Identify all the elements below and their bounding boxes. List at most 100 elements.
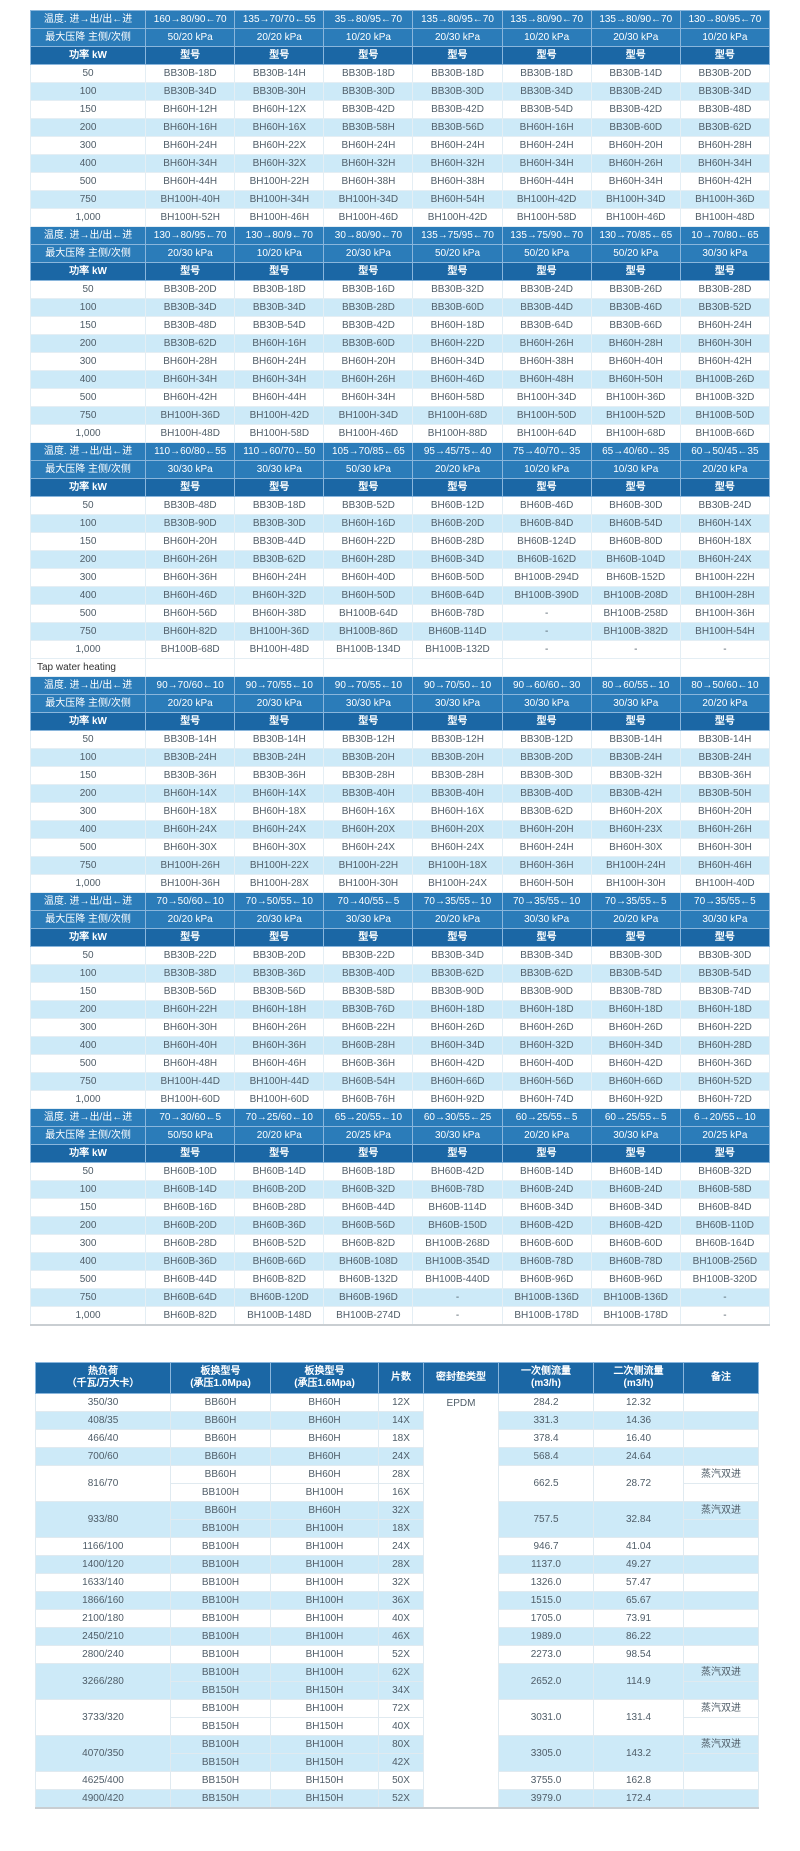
plate-count-cell: 52X	[378, 1789, 424, 1809]
model-cell: BH60H-28D	[323, 550, 414, 569]
heat-load-cell: 933/80	[35, 1501, 171, 1538]
model-cell: BH60H-58D	[412, 388, 503, 407]
power-value-cell: 200	[29, 1000, 147, 1019]
model-1-6mpa-cell: BH100H	[270, 1573, 379, 1592]
model-cell: BH60H-36H	[501, 856, 592, 875]
model-header-cell: 型号	[145, 712, 236, 731]
plate-count-cell: 18X	[378, 1429, 424, 1448]
model-data-row: 300 BH60H-30H BH60H-26H BH60B-22H BH60H-26D B…	[29, 1018, 771, 1037]
temp-spec-cell: 70→35/55←10	[501, 892, 592, 911]
power-value-cell: 200	[29, 1216, 147, 1235]
model-cell: BB30B-48D	[145, 316, 236, 335]
model-1-0mpa-cell: BB100H	[170, 1627, 271, 1646]
model-cell: BH60H-18H	[234, 1000, 325, 1019]
model-data-row: 1,000 BH100H-48D BH100H-58D BH100H-46D BH100…	[29, 424, 771, 443]
model-1-6mpa-cell: BH150H	[270, 1753, 379, 1772]
model-cell: -	[679, 640, 771, 659]
model-cell: BH100B-86D	[323, 622, 414, 641]
model-cell: BH60B-36D	[145, 1252, 236, 1271]
model-cell: BH60B-20D	[412, 514, 503, 533]
primary-flow-cell: 1705.0	[498, 1609, 594, 1628]
model-cell: BH60H-20X	[590, 802, 681, 821]
primary-flow-cell: 946.7	[498, 1537, 594, 1556]
model-cell: BH60H-30X	[234, 838, 325, 857]
pressure-spec-row: 最大压降 主侧/次侧 50/20 kPa 20/20 kPa 10/20 kPa 20/…	[29, 28, 771, 47]
model-header-cell: 型号	[679, 928, 771, 947]
model-cell: BH60H-34D	[590, 1036, 681, 1055]
model-cell: BH60H-42D	[412, 1054, 503, 1073]
secondary-flow-cell: 73.91	[593, 1609, 684, 1628]
model-cell: BH60H-46D	[145, 586, 236, 605]
model-cell: BB30B-18D	[234, 280, 325, 299]
model-data-row: 100 BB30B-90D BB30B-30D BH60H-16D BH60B-20D B…	[29, 514, 771, 533]
temp-spec-cell: 70→50/60←10	[145, 892, 236, 911]
model-data-row: 150 BB30B-36H BB30B-36H BB30B-28H BB30B-28H B…	[29, 766, 771, 785]
model-cell: BH60B-42D	[412, 1162, 503, 1181]
power-value-cell: 1,000	[29, 1090, 147, 1109]
model-1-6mpa-cell: BH100H	[270, 1627, 379, 1646]
plate-count-cell: 80X	[378, 1735, 424, 1754]
flow-table-header-cell: 密封垫类型	[423, 1362, 499, 1394]
plate-count-cell: 46X	[378, 1627, 424, 1646]
model-cell: BH100H-22H	[323, 856, 414, 875]
model-cell: BH60B-78D	[412, 1180, 503, 1199]
secondary-flow-cell: 32.84	[593, 1501, 684, 1538]
plate-count-cell: 18X	[378, 1519, 424, 1538]
model-cell: BH60B-32D	[323, 1180, 414, 1199]
header-line: 热负荷	[88, 1366, 118, 1377]
temp-spec-cell: 110→60/80←55	[145, 442, 236, 461]
model-header-cell: 型号	[412, 1144, 503, 1163]
power-header-cell: 功率 kW	[29, 46, 147, 65]
model-cell: BH60B-78D	[412, 604, 503, 623]
model-cell: BB30B-38D	[145, 964, 236, 983]
flow-table-header-row: 热负荷 （千瓦/万大卡） 板换型号 (承压1.0Mpa) 板换型号 (承压1.6Mpa) 片…	[35, 1362, 759, 1394]
note-cell	[683, 1771, 759, 1790]
power-value-cell: 1,000	[29, 640, 147, 659]
model-cell: BB30B-30D	[412, 82, 503, 101]
flow-data-row: BB150H BH150H 40X	[36, 1717, 759, 1736]
model-cell: BB30B-76D	[323, 1000, 414, 1019]
pressure-spec-cell: 20/20 kPa	[145, 694, 236, 713]
model-cell: BB30B-78D	[590, 982, 681, 1001]
model-data-row: 300 BH60H-18X BH60H-18X BH60H-16X BH60H-16X B…	[29, 802, 771, 821]
model-header-cell: 型号	[590, 928, 681, 947]
model-cell: BH60H-16H	[234, 334, 325, 353]
header-line: 备注	[711, 1372, 731, 1383]
divider-empty-cell	[234, 658, 325, 677]
pressure-spec-cell: 50/20 kPa	[412, 244, 503, 263]
model-cell: BH60B-10D	[145, 1162, 236, 1181]
model-cell: BB30B-54D	[501, 100, 592, 119]
model-cell: BB30B-40D	[323, 964, 414, 983]
flow-data-row: 2800/240 BB100H BH100H 52X 2273.0 98.54	[35, 1645, 759, 1664]
pressure-spec-cell: 20/30 kPa	[323, 244, 414, 263]
primary-flow-cell: 2652.0	[498, 1663, 594, 1700]
model-header-cell: 型号	[412, 928, 503, 947]
model-cell: BH60B-104D	[590, 550, 681, 569]
model-cell: BH60H-23X	[590, 820, 681, 839]
model-cell: BB30B-90D	[145, 514, 236, 533]
flow-table-header-cell: 二次侧流量 (m3/h)	[593, 1362, 684, 1394]
power-value-cell: 200	[29, 784, 147, 803]
model-header-cell: 型号	[501, 262, 592, 281]
pressure-spec-cell: 30/30 kPa	[323, 910, 414, 929]
model-cell: BB30B-54D	[590, 964, 681, 983]
model-cell: BH60B-28D	[145, 1234, 236, 1253]
secondary-flow-cell: 98.54	[593, 1645, 684, 1664]
model-cell: BH100H-60D	[145, 1090, 236, 1109]
secondary-flow-cell: 16.40	[593, 1429, 684, 1448]
model-cell: -	[590, 640, 681, 659]
model-data-row: 1,000 BH100H-52H BH100H-46H BH100H-46D BH100…	[29, 208, 771, 227]
model-cell: BB30B-18D	[234, 496, 325, 515]
power-value-cell: 150	[29, 316, 147, 335]
column-header-row: 功率 kW 型号 型号 型号 型号 型号 型号 型号	[29, 928, 771, 947]
model-cell: BH60B-110D	[679, 1216, 771, 1235]
model-data-row: 50 BB30B-14H BB30B-14H BB30B-12H BB30B-12H BB…	[29, 730, 771, 749]
flow-data-row: 3266/280 BB100H BH100H 62X 2652.0 114.9 蒸汽双进	[35, 1663, 759, 1700]
model-cell: BB30B-14H	[679, 730, 771, 749]
model-cell: BB30B-18D	[145, 64, 236, 83]
model-cell: BB30B-62D	[501, 964, 592, 983]
temp-spec-cell: 75→40/70←35	[501, 442, 592, 461]
model-1-6mpa-cell: BH150H	[270, 1771, 379, 1790]
pressure-spec-cell: 20/25 kPa	[323, 1126, 414, 1145]
note-cell	[683, 1555, 759, 1574]
